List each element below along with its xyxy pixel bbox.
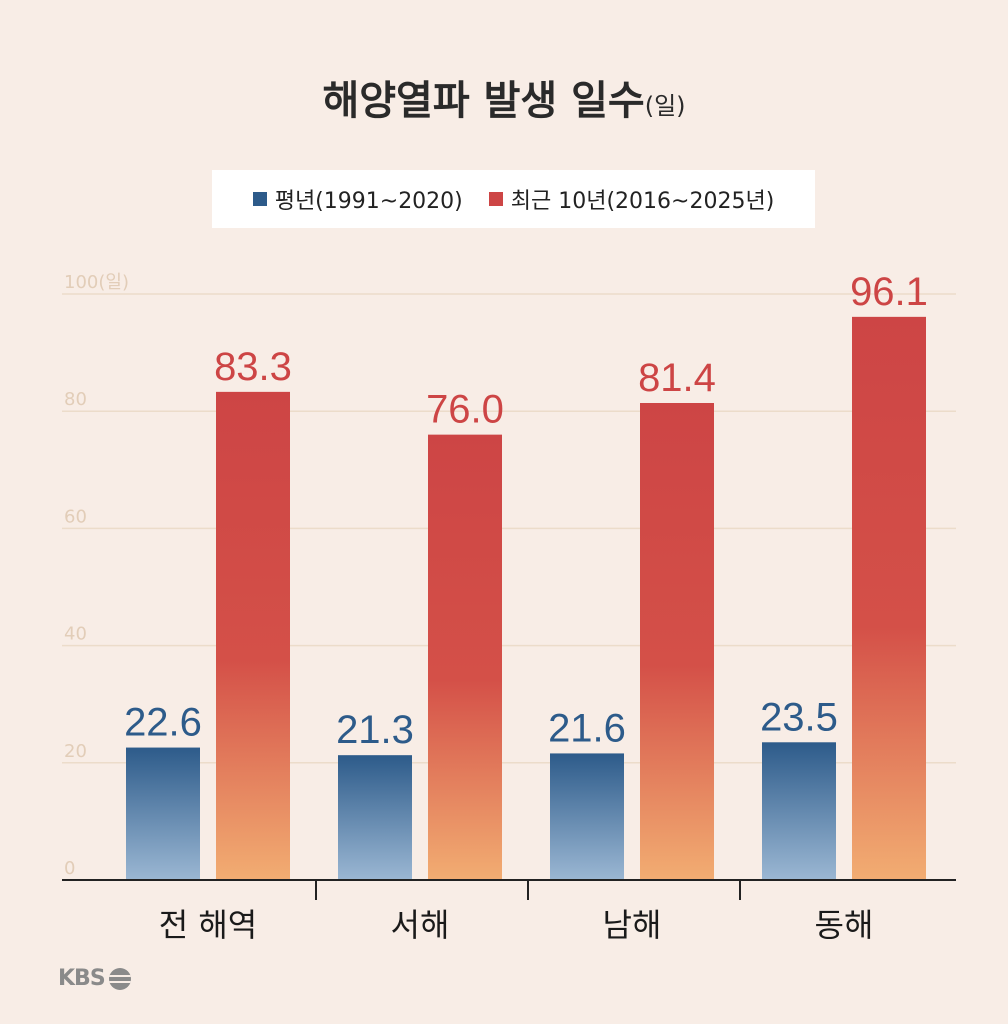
y-tick-label-40: 40 [64,624,87,645]
y-tick-label-20: 20 [64,741,87,762]
kbs-logo: KBS [58,966,131,991]
data-label-recent-1: 76.0 [426,388,504,432]
chart-title: 해양열파 발생 일수(일) [0,68,1008,126]
bar-normal-0 [126,747,200,880]
y-tick-label-80: 80 [64,389,87,410]
x-category-label-2: 남해 [603,906,662,944]
legend-item-normal: 평년(1991~2020) [252,183,463,215]
chart-title-unit: (일) [644,92,686,120]
x-category-label-0: 전 해역 [159,906,258,944]
bar-recent-3 [852,316,926,880]
data-label-recent-2: 81.4 [638,356,716,400]
data-label-normal-0: 22.6 [124,701,202,745]
bar-normal-2 [550,753,624,880]
legend-label-normal: 평년(1991~2020) [274,189,463,214]
legend-item-recent: 최근 10년(2016~2025년) [488,183,775,215]
legend-swatch-recent [488,192,503,206]
data-label-normal-1: 21.3 [336,708,414,752]
kbs-logo-icon [108,967,131,990]
bar-normal-3 [762,742,836,880]
y-tick-label-0: 0 [64,858,75,879]
data-label-recent-3: 96.1 [850,270,928,314]
bar-recent-2 [640,402,714,880]
bar-recent-0 [216,391,290,880]
legend-label-recent: 최근 10년(2016~2025년) [510,189,775,214]
x-category-label-3: 동해 [815,906,874,944]
data-label-recent-0: 83.3 [214,345,292,389]
y-tick-label-100: 100(일) [64,272,129,293]
legend-swatch-normal [252,192,267,206]
bar-normal-1 [338,755,412,880]
y-tick-label-60: 60 [64,506,87,527]
kbs-logo-text: KBS [58,966,106,991]
x-category-label-1: 서해 [391,906,450,944]
data-label-normal-3: 23.5 [760,695,838,739]
data-label-normal-2: 21.6 [548,706,626,750]
chart-title-main: 해양열파 발생 일수 [322,78,645,124]
bar-recent-1 [428,434,502,880]
legend: 평년(1991~2020) 최근 10년(2016~2025년) [212,170,815,228]
